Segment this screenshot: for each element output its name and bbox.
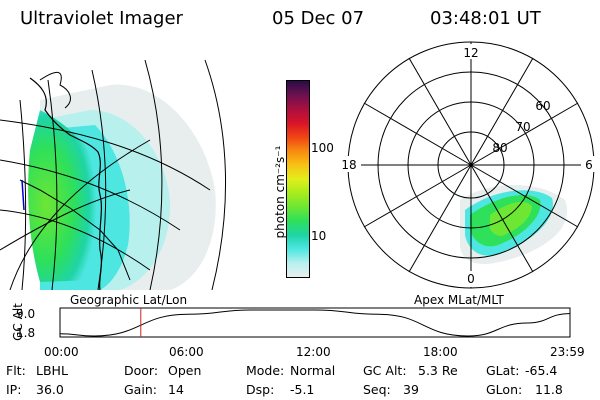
- geographic-map-panel: [0, 59, 227, 290]
- status-mode-value: Normal: [290, 363, 336, 378]
- status-gain-label: Gain:: [124, 382, 157, 397]
- status-glon-value: 11.8: [535, 382, 563, 397]
- mlt-label-18: 18: [341, 158, 356, 172]
- colorbar-tick-100: 100: [311, 141, 334, 155]
- colorbar-unit-label: photon cm⁻²s⁻¹: [273, 145, 287, 239]
- apex-caption: Apex MLat/MLT: [414, 293, 504, 307]
- status-dsp-value: -5.1: [290, 382, 315, 397]
- colorbar-gradient: [287, 81, 309, 277]
- orbit-xtick-2359: 23:59: [550, 345, 585, 359]
- polar-grid: [347, 41, 595, 289]
- mlt-label-12: 12: [463, 46, 478, 60]
- status-glat-value: -65.4: [525, 363, 558, 378]
- status-gcalt-value: 5.3 Re: [418, 363, 458, 378]
- status-glat-label: GLat:: [486, 363, 520, 378]
- status-gcalt-label: GC Alt:: [363, 363, 407, 378]
- status-ip-value: 36.0: [36, 382, 64, 397]
- geographic-caption: Geographic Lat/Lon: [70, 293, 188, 307]
- orbit-xtick-0600: 06:00: [169, 345, 204, 359]
- mlt-label-6: 6: [585, 158, 593, 172]
- colorbar-tick-10: 10: [311, 229, 327, 243]
- status-dsp-label: Dsp:: [246, 382, 275, 397]
- map-grid: [0, 59, 227, 290]
- orbit-altitude-line: [59, 309, 570, 337]
- mlat-label-70: 70: [515, 120, 530, 134]
- orbit-xtick-1800: 18:00: [423, 345, 458, 359]
- mlt-label-bg-18: [341, 156, 361, 172]
- orbit-altitude-plot: [59, 307, 571, 338]
- coastline-blue: [21, 179, 25, 211]
- instrument-title: Ultraviolet Imager: [20, 8, 183, 29]
- status-glon-label: GLon:: [486, 382, 523, 397]
- date-label: 05 Dec 07: [272, 8, 365, 29]
- status-door-value: Open: [168, 363, 202, 378]
- status-flt-label: Flt:: [6, 363, 26, 378]
- mlat-label-60: 60: [535, 99, 550, 113]
- orbit-plot-frame: [59, 307, 571, 338]
- mlt-label-bg-6: [581, 156, 597, 172]
- polar-plot-panel: 12 18 6 0 60 70 80: [341, 41, 597, 289]
- status-mode-label: Mode:: [246, 363, 285, 378]
- aurora-bright: [28, 110, 112, 282]
- mlt-label-0: 0: [467, 272, 475, 286]
- time-label: 03:48:01 UT: [430, 8, 541, 29]
- status-seq-label: Seq:: [363, 382, 391, 397]
- status-gain-value: 14: [168, 382, 184, 397]
- colorbar: [286, 80, 310, 278]
- status-door-label: Door:: [124, 363, 159, 378]
- orbit-xtick-1200: 12:00: [296, 345, 331, 359]
- coastline: [29, 77, 103, 290]
- status-ip-label: IP:: [6, 382, 22, 397]
- coastline-north: [39, 71, 71, 109]
- mlat-label-80: 80: [492, 141, 507, 155]
- status-flt-value: LBHL: [36, 363, 68, 378]
- orbit-xtick-0000: 00:00: [44, 345, 79, 359]
- mlt-label-bg-0: [465, 271, 479, 287]
- mlt-label-bg-12: [463, 44, 481, 59]
- orbit-ytick-max: 9.0: [16, 307, 36, 321]
- orbit-ytick-min: 1.8: [16, 326, 36, 340]
- status-seq-value: 39: [403, 382, 419, 397]
- polar-aurora-core: [489, 201, 532, 236]
